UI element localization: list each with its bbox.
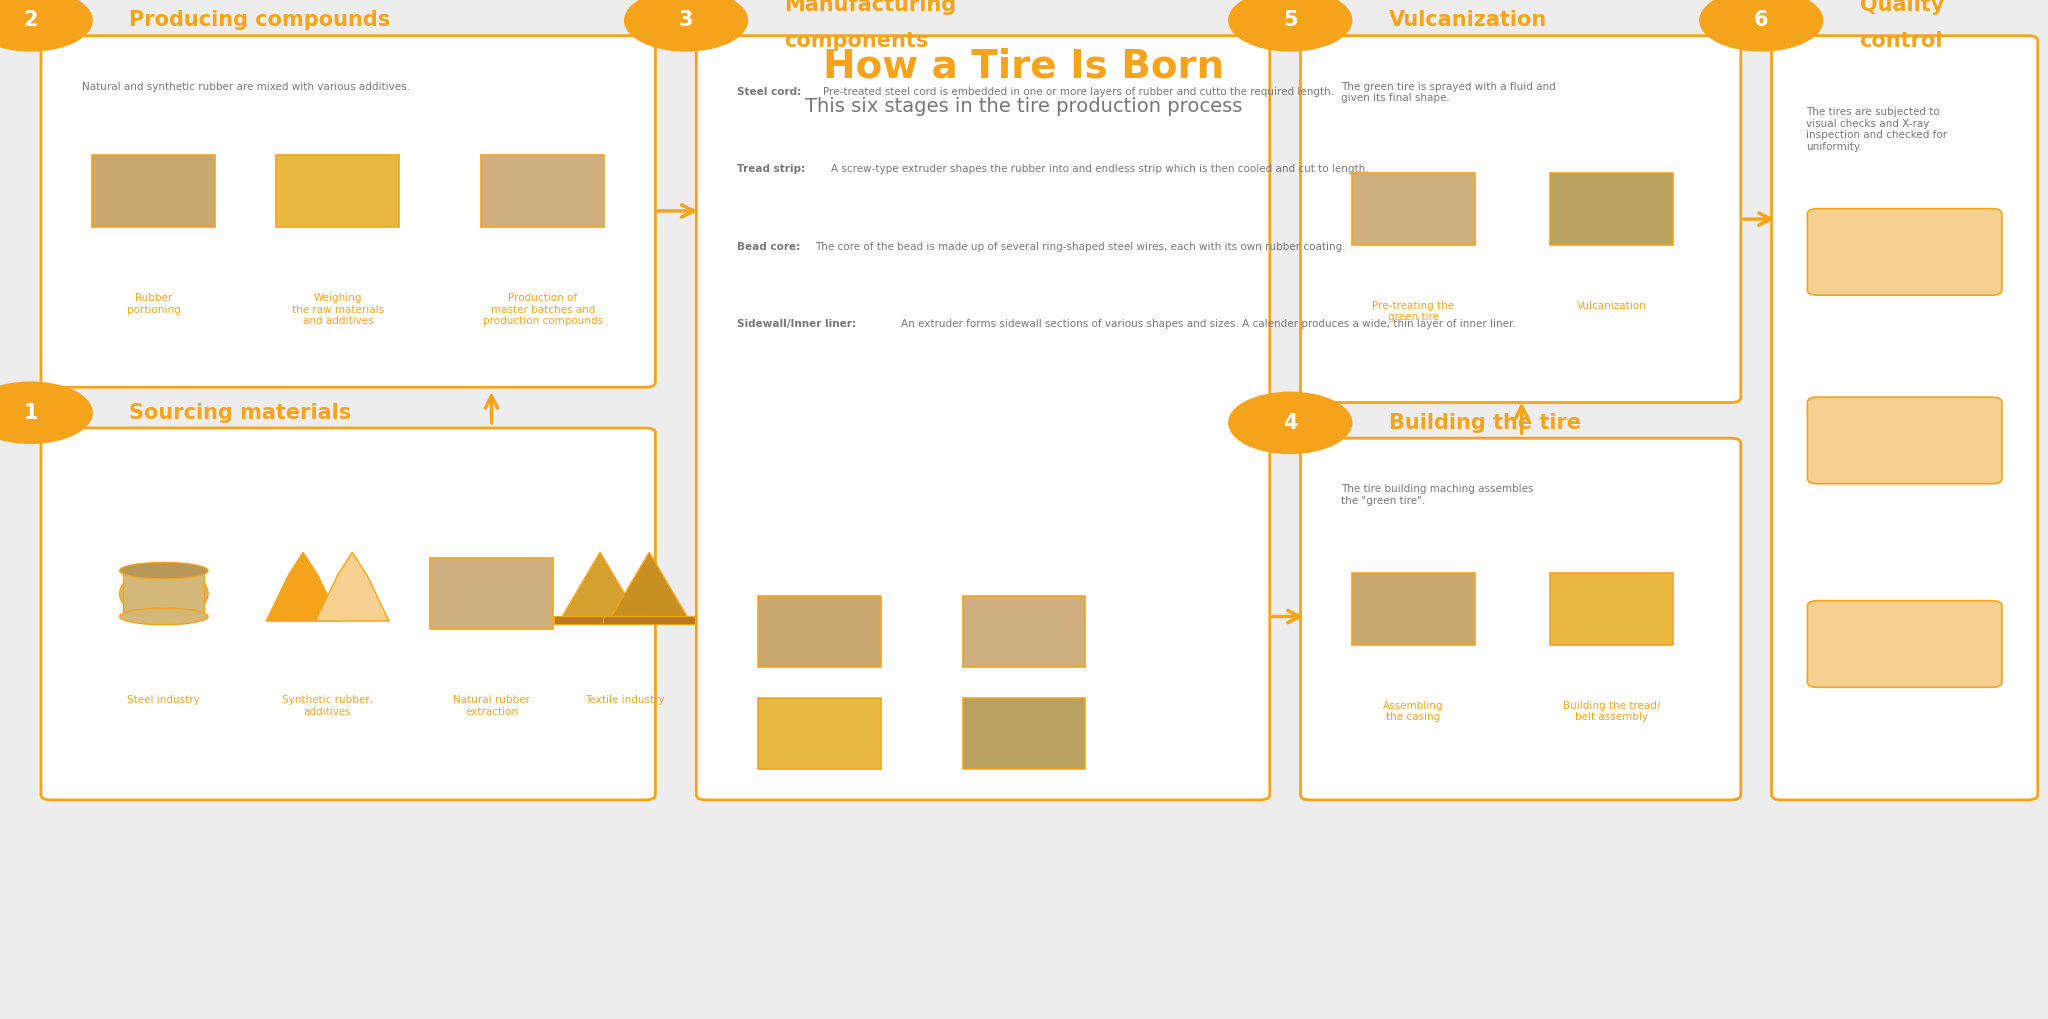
Bar bbox=[92, 156, 215, 227]
Ellipse shape bbox=[119, 608, 209, 625]
Bar bbox=[1352, 173, 1475, 245]
Text: The green tire is sprayed with a fluid and
given its final shape.: The green tire is sprayed with a fluid a… bbox=[1341, 82, 1556, 103]
FancyBboxPatch shape bbox=[1772, 36, 2038, 800]
Ellipse shape bbox=[119, 569, 209, 619]
Text: The core of the bead is made up of several ring-shaped steel wires, each with it: The core of the bead is made up of sever… bbox=[815, 242, 1346, 252]
Text: Assembling
the casing: Assembling the casing bbox=[1382, 701, 1444, 722]
Circle shape bbox=[1229, 392, 1352, 453]
Polygon shape bbox=[608, 552, 690, 622]
Text: 3: 3 bbox=[678, 10, 694, 31]
Circle shape bbox=[625, 0, 748, 51]
Text: Sidewall/Inner liner:: Sidewall/Inner liner: bbox=[737, 319, 856, 329]
Text: Pre-treating the
green tire: Pre-treating the green tire bbox=[1372, 301, 1454, 322]
Text: This six stages in the tire production process: This six stages in the tire production p… bbox=[805, 98, 1243, 116]
FancyBboxPatch shape bbox=[41, 36, 655, 387]
Text: Bead core:: Bead core: bbox=[737, 242, 801, 252]
FancyBboxPatch shape bbox=[1806, 601, 2001, 687]
Polygon shape bbox=[559, 552, 641, 622]
Text: Vulcanization: Vulcanization bbox=[1577, 301, 1647, 311]
Polygon shape bbox=[266, 552, 340, 622]
Bar bbox=[276, 156, 399, 227]
Text: components: components bbox=[784, 31, 928, 51]
Text: Manufacturing: Manufacturing bbox=[784, 0, 956, 15]
FancyBboxPatch shape bbox=[1806, 397, 2001, 484]
Circle shape bbox=[0, 382, 92, 443]
FancyBboxPatch shape bbox=[1300, 36, 1741, 403]
Text: control: control bbox=[1860, 31, 1944, 51]
FancyBboxPatch shape bbox=[123, 571, 205, 616]
Bar bbox=[430, 558, 553, 630]
Bar bbox=[963, 698, 1085, 769]
Text: The tires are subjected to
visual checks and X-ray
inspection and checked for
un: The tires are subjected to visual checks… bbox=[1806, 107, 1948, 152]
FancyBboxPatch shape bbox=[553, 616, 645, 624]
Text: 5: 5 bbox=[1282, 10, 1298, 31]
Text: Tread strip:: Tread strip: bbox=[737, 164, 805, 174]
Text: Steel cord:: Steel cord: bbox=[737, 87, 801, 97]
Text: Rubber
portioning: Rubber portioning bbox=[127, 293, 180, 315]
Text: Building the tread/
belt assembly: Building the tread/ belt assembly bbox=[1563, 701, 1661, 722]
Text: Production of
master batches and
production compounds: Production of master batches and product… bbox=[483, 293, 602, 326]
Text: How a Tire Is Born: How a Tire Is Born bbox=[823, 47, 1225, 86]
Text: Quality: Quality bbox=[1860, 0, 1944, 15]
Circle shape bbox=[1700, 0, 1823, 51]
FancyBboxPatch shape bbox=[696, 36, 1270, 800]
Text: Natural rubber
extraction: Natural rubber extraction bbox=[453, 695, 530, 717]
Text: Building the tire: Building the tire bbox=[1389, 413, 1581, 433]
FancyBboxPatch shape bbox=[41, 428, 655, 800]
FancyBboxPatch shape bbox=[1806, 209, 2001, 296]
FancyBboxPatch shape bbox=[1300, 438, 1741, 800]
Text: 6: 6 bbox=[1753, 10, 1769, 31]
Text: 4: 4 bbox=[1282, 413, 1298, 433]
Ellipse shape bbox=[119, 562, 209, 579]
Bar bbox=[963, 596, 1085, 667]
Circle shape bbox=[0, 0, 92, 51]
Bar bbox=[1550, 573, 1673, 645]
Text: Sourcing materials: Sourcing materials bbox=[129, 403, 352, 423]
Bar bbox=[758, 698, 881, 769]
Text: 1: 1 bbox=[23, 403, 39, 423]
Text: Producing compounds: Producing compounds bbox=[129, 10, 391, 31]
Text: Steel industry: Steel industry bbox=[127, 695, 201, 705]
Text: Natural and synthetic rubber are mixed with various additives.: Natural and synthetic rubber are mixed w… bbox=[82, 82, 410, 92]
Text: 2: 2 bbox=[23, 10, 39, 31]
Text: The tire building maching assembles
the "green tire".: The tire building maching assembles the … bbox=[1341, 484, 1534, 505]
Bar bbox=[1550, 173, 1673, 245]
Bar bbox=[758, 596, 881, 667]
Text: A screw-type extruder shapes the rubber into and endless strip which is then coo: A screw-type extruder shapes the rubber … bbox=[831, 164, 1368, 174]
Polygon shape bbox=[315, 552, 389, 622]
Text: Weighing
the raw materials
and additives: Weighing the raw materials and additives bbox=[293, 293, 383, 326]
Text: Textile industry: Textile industry bbox=[586, 695, 664, 705]
Bar bbox=[1352, 573, 1475, 645]
Text: Vulcanization: Vulcanization bbox=[1389, 10, 1546, 31]
Text: Synthetic rubber,
additives: Synthetic rubber, additives bbox=[283, 695, 373, 717]
FancyBboxPatch shape bbox=[602, 616, 694, 624]
Bar bbox=[481, 156, 604, 227]
Circle shape bbox=[1229, 0, 1352, 51]
Text: Pre-treated steel cord is embedded in one or more layers of rubber and cutto the: Pre-treated steel cord is embedded in on… bbox=[823, 87, 1333, 97]
Text: An extruder forms sidewall sections of various shapes and sizes. A calender prod: An extruder forms sidewall sections of v… bbox=[901, 319, 1516, 329]
